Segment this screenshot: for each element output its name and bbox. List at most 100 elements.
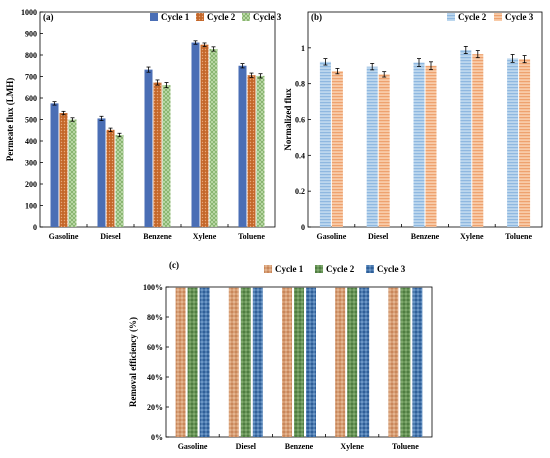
panel-b: 0 0.2 0.4 0.6 0.8 1 Normalized flux (b) Gasoline…	[283, 11, 543, 241]
legend-swatch	[315, 265, 323, 273]
y-tick-label: 0.2	[295, 187, 305, 196]
legend-swatch	[150, 13, 158, 21]
bar-cycle-1	[228, 287, 239, 437]
bar-cycle-1	[97, 118, 106, 227]
bar-cycle-3	[412, 287, 423, 437]
legend-swatch	[494, 13, 502, 21]
legend-label: Cycle 3	[253, 12, 282, 22]
legend-label: Cycle 2	[207, 12, 236, 22]
x-category-label: Xylene	[460, 232, 484, 241]
x-category-label: Benzene	[285, 442, 314, 451]
bar-cycle-2	[294, 287, 304, 437]
bar-cycle-3	[256, 75, 265, 227]
bar-cycle-3	[115, 134, 124, 227]
y-tick-label: 700	[25, 73, 37, 82]
bar-cycle-3	[199, 287, 210, 437]
bar-cycle-2	[200, 44, 209, 228]
bar-cycle-3	[306, 287, 316, 437]
legend-swatch	[447, 13, 455, 21]
bar-cycle-1	[335, 287, 346, 437]
bar-cycle-2	[507, 58, 519, 227]
y-tick-label: 300	[25, 159, 37, 168]
panel-label: (b)	[311, 12, 322, 22]
bar-cycle-2	[460, 49, 472, 227]
y-tick-label: 0%	[151, 433, 163, 442]
panel-c: 0% 20% 40% 60% 80% 100% Removal efficiency (%)…	[128, 260, 433, 451]
bar-cycle-3	[252, 287, 263, 437]
bar-cycle-2	[413, 62, 425, 228]
bar-cycle-3	[472, 54, 484, 227]
y-tick-label: 1	[301, 44, 305, 53]
bar-cycle-1	[50, 103, 59, 227]
legend-label: Cycle 3	[377, 264, 406, 274]
x-category-label: Gasoline	[178, 442, 208, 451]
legend-swatch	[242, 13, 250, 21]
y-tick-label: 60%	[147, 343, 163, 352]
bar-cycle-3	[209, 48, 218, 228]
legend-label: Cycle 1	[161, 12, 190, 22]
bar-cycle-2	[319, 61, 331, 227]
y-axis-title: Removal efficiency (%)	[128, 317, 138, 407]
y-tick-label: 500	[25, 116, 37, 125]
legend-swatch	[264, 265, 272, 273]
bar-cycle-1	[238, 65, 247, 227]
bar-cycle-2	[240, 287, 251, 437]
panel-label: (c)	[169, 260, 179, 270]
y-tick-label: 200	[25, 180, 37, 189]
y-tick-label: 0.8	[295, 80, 305, 89]
y-tick-label: 40%	[147, 373, 163, 382]
panel-label: (a)	[43, 12, 54, 22]
bar-cycle-3	[425, 65, 437, 227]
bar-cycle-3	[359, 287, 370, 437]
bar-cycle-2	[106, 129, 115, 227]
bar-cycle-2	[347, 287, 358, 437]
x-category-label: Xylene	[340, 442, 364, 451]
bar-cycle-3	[68, 119, 77, 227]
bar-cycle-2	[247, 75, 256, 228]
bar-cycle-2	[59, 113, 68, 227]
x-category-label: Benzene	[411, 232, 440, 241]
y-tick-label: 400	[25, 137, 37, 146]
bar-cycle-1	[191, 42, 200, 227]
y-axis-title: Normalized flux	[283, 88, 293, 151]
y-tick-label: 1000	[21, 8, 37, 17]
y-tick-label: 100%	[143, 283, 163, 292]
y-tick-label: 800	[25, 51, 37, 60]
x-category-label: Toluene	[505, 232, 532, 241]
y-tick-label: 20%	[147, 403, 163, 412]
x-category-label: Toluene	[238, 232, 265, 241]
y-tick-label: 0	[301, 223, 305, 232]
y-axis-title: Permeate flux (LMH)	[5, 78, 15, 161]
bar-cycle-1	[175, 287, 186, 437]
y-tick-label: 0	[33, 223, 37, 232]
x-category-label: Diesel	[100, 232, 121, 241]
bar-cycle-3	[519, 59, 531, 227]
legend-label: Cycle 2	[326, 264, 355, 274]
y-tick-label: 0.4	[295, 151, 305, 160]
bar-cycle-2	[400, 287, 411, 437]
bar-cycle-3	[331, 71, 343, 227]
y-tick-label: 600	[25, 94, 37, 103]
x-category-label: Gasoline	[317, 232, 347, 241]
bar-cycle-2	[187, 287, 198, 437]
legend-label: Cycle 1	[275, 264, 304, 274]
x-category-label: Toluene	[392, 442, 419, 451]
y-tick-label: 0.6	[295, 116, 305, 125]
plot-frame	[307, 11, 543, 228]
legend-label: Cycle 3	[505, 12, 534, 22]
y-tick-label: 80%	[147, 313, 163, 322]
y-tick-label: 100	[25, 202, 37, 211]
y-tick-label: 900	[25, 30, 37, 39]
x-category-label: Diesel	[236, 442, 257, 451]
bar-cycle-3	[378, 74, 390, 227]
bar-cycle-2	[366, 66, 378, 227]
x-category-label: Diesel	[368, 232, 389, 241]
legend-swatch	[196, 13, 204, 21]
panel-a: 0 100 200 300 400 500 600 700 800 900 1000 Permeate…	[5, 8, 282, 241]
x-category-label: Benzene	[143, 232, 172, 241]
x-category-label: Xylene	[193, 232, 217, 241]
bar-cycle-2	[153, 82, 162, 228]
bar-cycle-1	[282, 287, 292, 437]
